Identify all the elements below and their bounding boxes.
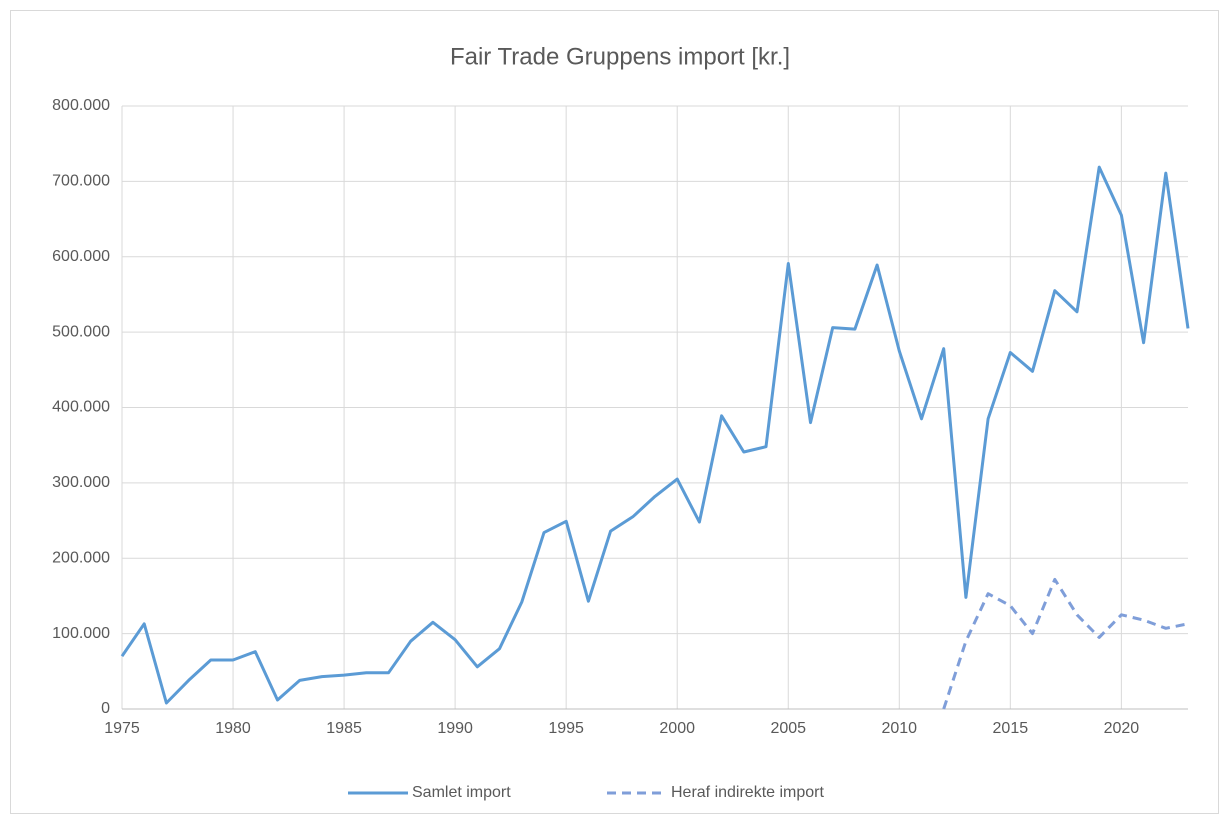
y-tick-label: 0 <box>101 700 110 717</box>
series-line <box>942 577 1189 710</box>
x-tick-label: 1990 <box>437 720 473 737</box>
series-line <box>120 165 1190 705</box>
x-tick-label: 2005 <box>770 720 806 737</box>
x-tick-label: 1975 <box>104 720 140 737</box>
y-tick-label: 500.000 <box>52 323 110 340</box>
x-tick-label: 2000 <box>659 720 695 737</box>
chart-title: Fair Trade Gruppens import [kr.] <box>450 43 790 70</box>
x-tick-label: 1980 <box>215 720 251 737</box>
x-tick-label: 2020 <box>1104 720 1140 737</box>
y-tick-label: 300.000 <box>52 474 110 491</box>
y-tick-label: 700.000 <box>52 173 110 190</box>
legend-label: Samlet import <box>412 784 511 801</box>
x-tick-label: 1995 <box>548 720 584 737</box>
x-tick-label: 2015 <box>993 720 1029 737</box>
y-tick-label: 800.000 <box>52 97 110 114</box>
y-tick-label: 600.000 <box>52 248 110 265</box>
chart-frame <box>10 10 1219 814</box>
y-tick-label: 100.000 <box>52 625 110 642</box>
legend-label: Heraf indirekte import <box>671 784 825 801</box>
x-tick-label: 1985 <box>326 720 362 737</box>
y-tick-label: 200.000 <box>52 549 110 566</box>
y-tick-label: 400.000 <box>52 399 110 416</box>
x-tick-label: 2010 <box>881 720 917 737</box>
